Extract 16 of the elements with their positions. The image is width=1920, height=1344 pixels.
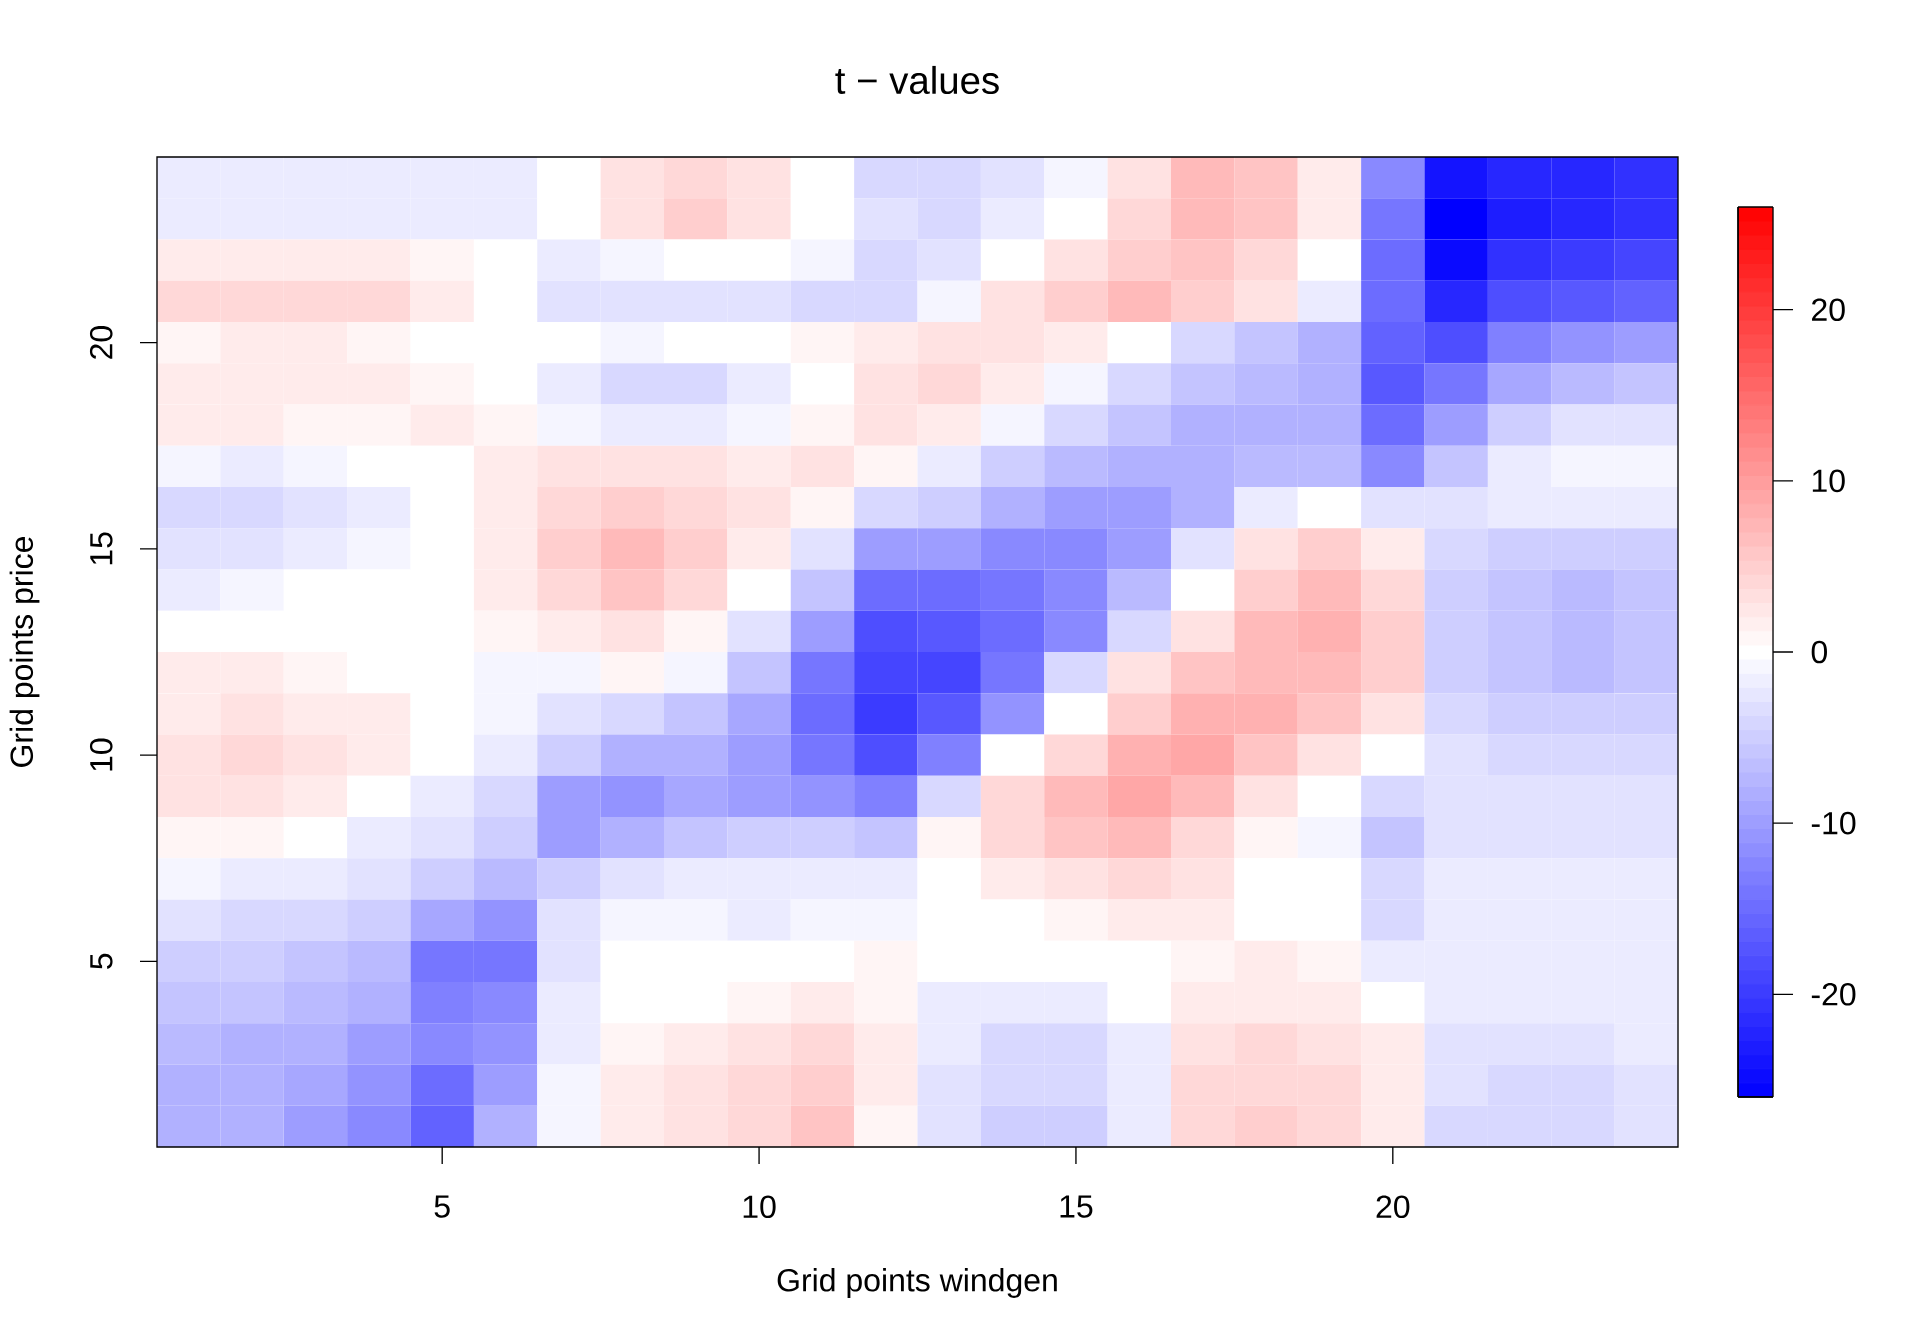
- color-bar-label: 0: [1811, 640, 1827, 664]
- y-tick-label: 20: [89, 326, 113, 359]
- x-tick-label: 10: [743, 1195, 776, 1219]
- y-axis-title: Grid points price: [9, 537, 40, 767]
- x-tick-label: 5: [434, 1195, 450, 1218]
- color-bar-label: -20: [1811, 982, 1856, 1006]
- color-bar-label: -10: [1811, 811, 1856, 835]
- x-tick-label: 20: [1376, 1195, 1410, 1219]
- y-tick-label: 5: [90, 953, 113, 969]
- y-tick-label: 10: [89, 738, 113, 771]
- color-bar-label: 20: [1812, 298, 1845, 322]
- color-bar-label: 10: [1812, 469, 1845, 493]
- y-tick-label: 15: [90, 532, 113, 565]
- chart-title: t − values: [835, 65, 999, 95]
- x-tick-label: 15: [1060, 1195, 1093, 1218]
- x-axis-title: Grid points windgen: [777, 1268, 1057, 1298]
